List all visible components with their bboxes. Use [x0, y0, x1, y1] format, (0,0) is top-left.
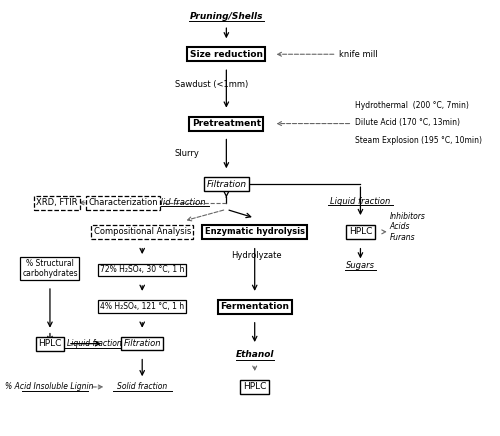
Text: knife mill: knife mill: [339, 50, 378, 59]
Text: Hydrothermal  (200 °C, 7min): Hydrothermal (200 °C, 7min): [356, 101, 470, 110]
Text: Dilute Acid (170 °C, 13min): Dilute Acid (170 °C, 13min): [356, 118, 461, 127]
Text: HPLC: HPLC: [38, 339, 62, 348]
Text: XRD, FTIR: XRD, FTIR: [36, 198, 78, 208]
Text: Ethanol: Ethanol: [236, 350, 274, 359]
Text: Enzymatic hydrolysis: Enzymatic hydrolysis: [204, 227, 304, 236]
Text: Pretreatment: Pretreatment: [192, 119, 261, 128]
Text: Size reduction: Size reduction: [190, 50, 263, 59]
Text: Sawdust (<1mm): Sawdust (<1mm): [174, 80, 248, 89]
Text: HPLC: HPLC: [349, 227, 372, 236]
Text: Filtration: Filtration: [124, 339, 161, 348]
Text: HPLC: HPLC: [243, 382, 266, 392]
Text: 4% H₂SO₄, 121 °C, 1 h: 4% H₂SO₄, 121 °C, 1 h: [100, 302, 184, 311]
Text: Solid fraction: Solid fraction: [117, 382, 168, 392]
Text: % Structural
carbohydrates: % Structural carbohydrates: [22, 259, 78, 279]
Text: Hydrolyzate: Hydrolyzate: [232, 251, 282, 260]
Text: Fermentation: Fermentation: [220, 302, 289, 311]
Text: Sugars: Sugars: [346, 261, 375, 270]
Text: Compositional Analysis: Compositional Analysis: [94, 227, 191, 236]
Text: Characterization: Characterization: [88, 198, 158, 208]
Text: 72% H₂SO₄, 30 °C, 1 h: 72% H₂SO₄, 30 °C, 1 h: [100, 266, 184, 275]
Text: Filtration: Filtration: [206, 180, 246, 189]
Text: Slurry: Slurry: [174, 150, 200, 158]
Text: Liquid fraction: Liquid fraction: [330, 197, 390, 206]
Text: Solid fraction: Solid fraction: [150, 198, 206, 208]
Text: % Acid Insoluble Lignin: % Acid Insoluble Lignin: [6, 382, 94, 392]
Text: Inhibitors
Acids
Furans: Inhibitors Acids Furans: [390, 212, 426, 242]
Text: Pruning/Shells: Pruning/Shells: [190, 12, 263, 21]
Text: Steam Explosion (195 °C, 10min): Steam Explosion (195 °C, 10min): [356, 136, 482, 144]
Text: Liquid fraction: Liquid fraction: [67, 339, 122, 348]
